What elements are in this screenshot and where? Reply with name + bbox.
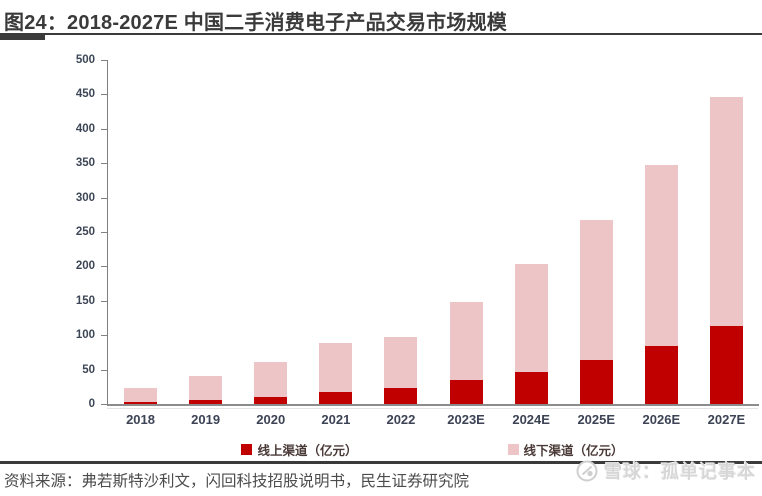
y-axis-tick-mark: [101, 128, 107, 130]
x-axis-label-2026E: 2026E: [642, 412, 681, 427]
x-axis-label-2020: 2020: [256, 412, 286, 427]
y-axis-tick-mark: [101, 300, 107, 302]
bar-segment-线下渠道（亿元）-2021: [319, 342, 353, 393]
bar-segment-线上渠道（亿元）-2020: [254, 397, 288, 404]
bar-segment-线上渠道（亿元）-2025E: [579, 359, 613, 404]
legend-swatch-icon: [507, 443, 519, 455]
x-axis-label-2022: 2022: [386, 412, 416, 427]
y-axis-tick-mark: [101, 197, 107, 199]
y-axis-tick-label: 350: [75, 157, 95, 170]
watermark: 雪球：孤单记事本: [576, 456, 756, 486]
footer-divider: [0, 461, 762, 464]
bar-segment-线下渠道（亿元）-2023E: [449, 301, 483, 380]
x-axis-label-2025E: 2025E: [577, 412, 616, 427]
y-axis-tick-mark: [101, 94, 107, 96]
chart-legend: 线上渠道（亿元） 线下渠道（亿元）: [107, 440, 758, 458]
source-note: 资料来源：弗若斯特沙利文，闪回科技招股说明书，民生证券研究院: [4, 473, 470, 490]
legend-swatch-icon: [241, 443, 253, 455]
bar-segment-线下渠道（亿元）-2022: [384, 336, 418, 389]
legend-label: 线上渠道（亿元）: [257, 443, 358, 458]
y-axis-tick-label: 450: [75, 88, 95, 101]
bar-segment-线上渠道（亿元）-2022: [384, 388, 418, 404]
y-axis-tick-label: 150: [75, 294, 95, 307]
x-axis-label-2019: 2019: [191, 412, 221, 427]
bar-segment-线下渠道（亿元）-2026E: [644, 165, 678, 346]
x-axis-label-2018: 2018: [126, 412, 155, 427]
watermark-text: 雪球：孤单记事本: [604, 462, 756, 482]
bar-segment-线上渠道（亿元）-2026E: [644, 345, 678, 404]
bar-segment-线下渠道（亿元）-2024E: [514, 264, 548, 372]
x-axis-label-2021: 2021: [321, 412, 351, 427]
y-axis-tick-label: 400: [75, 122, 95, 135]
y-axis-tick-mark: [101, 369, 107, 371]
y-axis-tick-label: 300: [75, 191, 95, 204]
figure-title: 图24：2018-2027E 中国二手消费电子产品交易市场规模: [4, 12, 507, 34]
y-axis-tick-label: 50: [82, 363, 95, 376]
y-axis-tick-label: 250: [75, 226, 95, 238]
title-underline: [0, 33, 762, 35]
bar-segment-线下渠道（亿元）-2020: [254, 362, 288, 398]
bar-segment-线上渠道（亿元）-2024E: [514, 371, 548, 404]
y-axis-tick-mark: [101, 404, 107, 405]
y-axis-tick-label: 0: [88, 398, 95, 410]
legend-label: 线下渠道（亿元）: [523, 443, 624, 458]
y-axis-tick-label: 200: [75, 260, 95, 273]
y-axis-tick-mark: [101, 60, 107, 61]
y-axis: 0 50 100 150 200 250 300 350 400 450 500: [0, 54, 107, 410]
y-axis-tick-label: 500: [75, 54, 95, 66]
y-axis-tick-mark: [101, 266, 107, 268]
xueqiu-logo-icon: [576, 460, 598, 482]
title-underline-tab: [0, 33, 45, 40]
bar-segment-线下渠道（亿元）-2025E: [579, 219, 613, 360]
y-axis-tick-mark: [101, 335, 107, 337]
x-axis-label-2023E: 2023E: [447, 412, 485, 427]
bar-segment-线上渠道（亿元）-2023E: [449, 379, 483, 404]
y-axis-tick-label: 100: [75, 329, 95, 342]
bar-segment-线上渠道（亿元）-2019: [189, 399, 223, 404]
bar-segment-线下渠道（亿元）-2027E: [709, 97, 743, 326]
y-axis-tick-mark: [101, 232, 107, 233]
x-axis-label-2024E: 2024E: [512, 412, 550, 427]
x-axis-shadow: [107, 408, 758, 409]
y-axis-tick-mark: [101, 163, 107, 165]
x-axis-label-2027E: 2027E: [707, 412, 746, 427]
plot-area: 2018 2019 2020 2021 2022 2023E 2024E 2025E 2026E…: [107, 60, 759, 427]
legend-item: 线下渠道（亿元）: [507, 440, 624, 459]
legend-item: 线上渠道（亿元）: [241, 440, 358, 459]
bar-segment-线下渠道（亿元）-2018: [124, 388, 158, 402]
bar-segment-线上渠道（亿元）-2027E: [709, 325, 743, 404]
bar-segment-线下渠道（亿元）-2019: [189, 376, 223, 400]
bar-segment-线上渠道（亿元）-2021: [319, 392, 353, 404]
bar-segment-线上渠道（亿元）-2018: [124, 401, 158, 404]
